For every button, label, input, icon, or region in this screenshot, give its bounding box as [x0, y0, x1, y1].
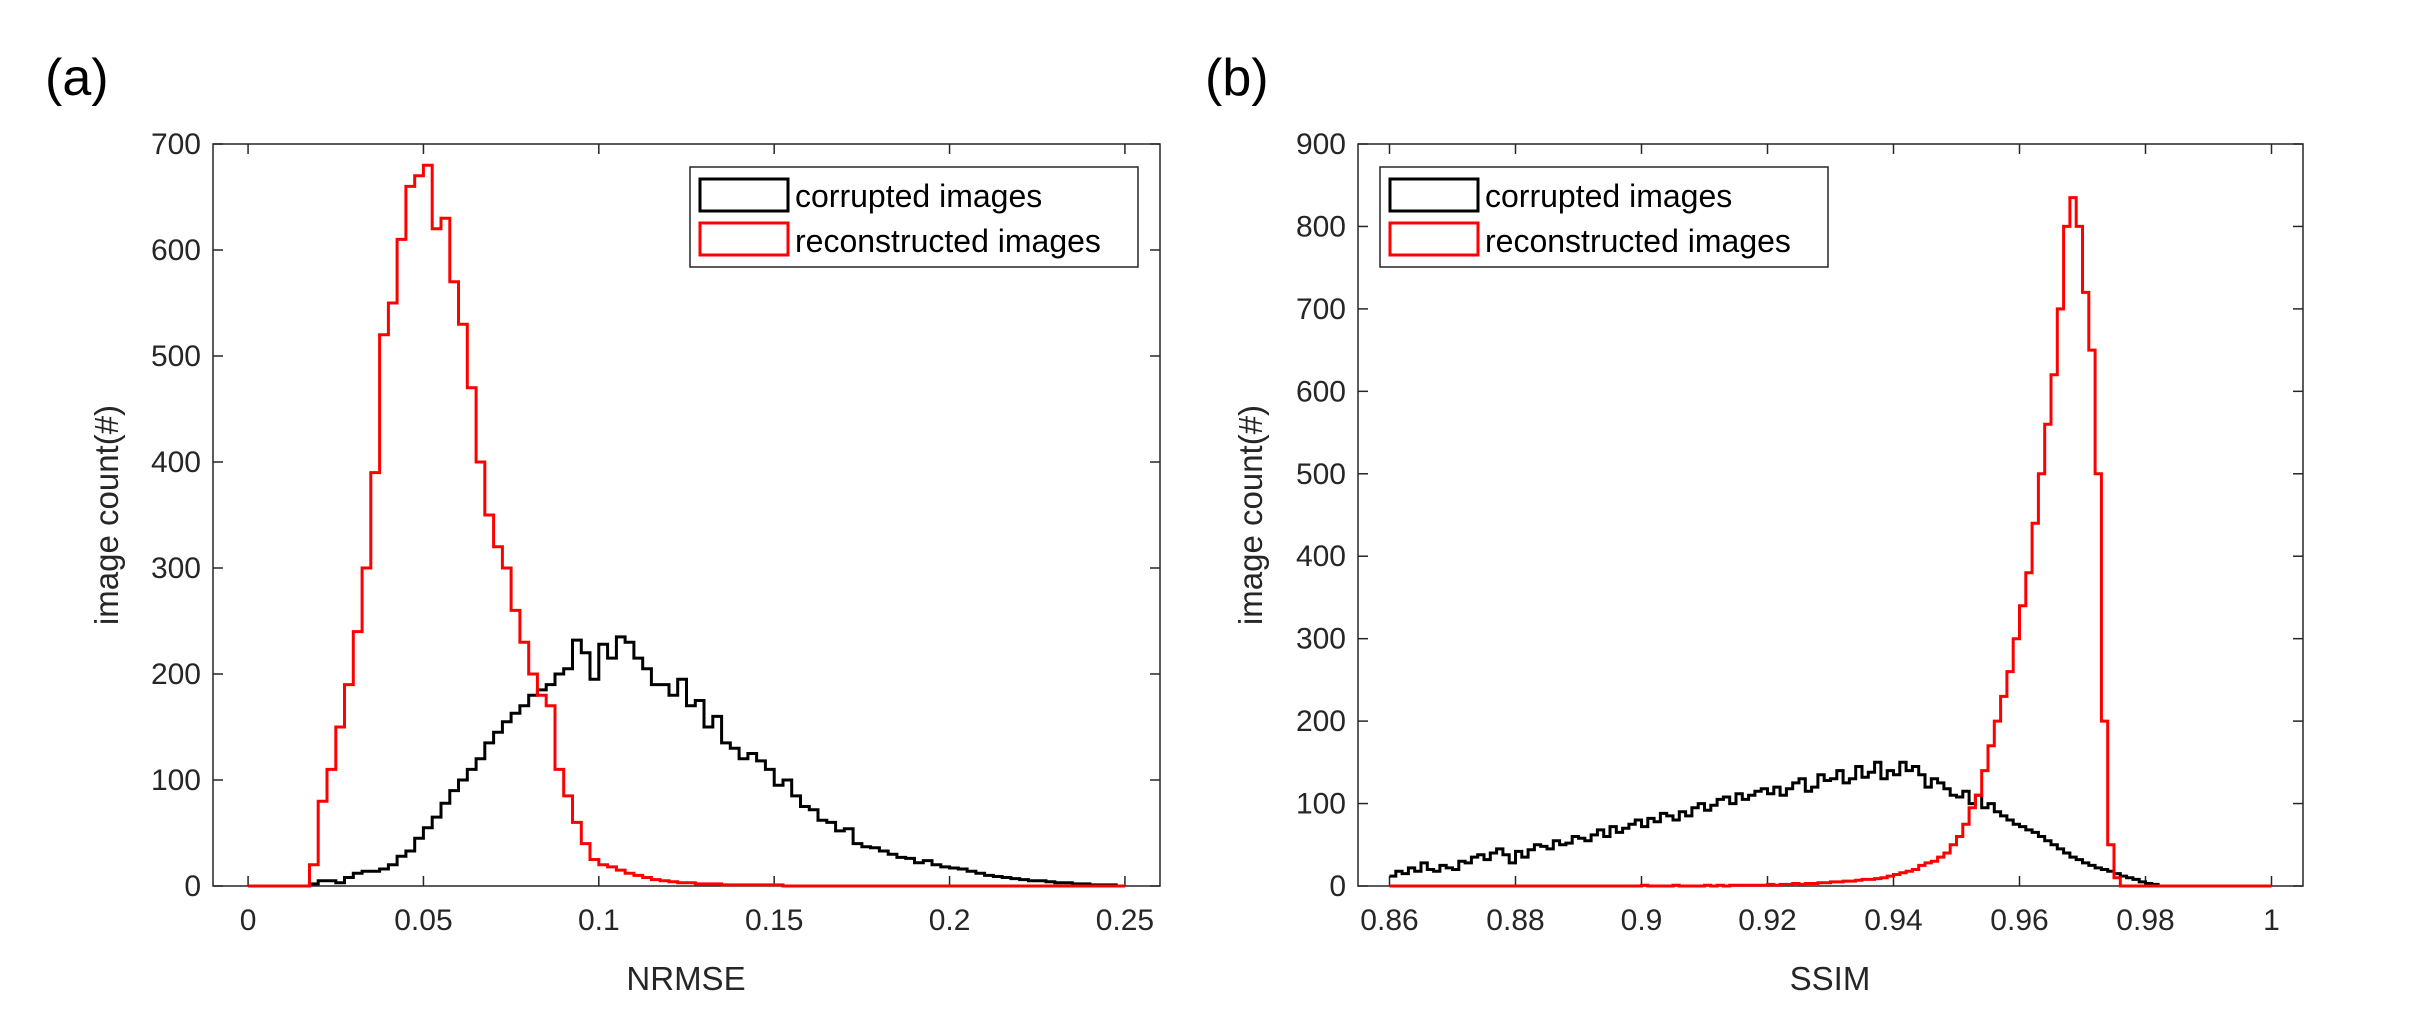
panel-a-y-tick-label-4: 400: [151, 446, 201, 479]
panel-a-x-tick-label-0: 0: [240, 904, 257, 937]
panel-b-legend-label-corrupted: corrupted images: [1485, 178, 1732, 214]
panel-a-legend-box: [689, 166, 1139, 268]
panel-b-y-tick-label-4: 400: [1296, 540, 1346, 573]
panel-b-y-axis-title: image count(#): [1232, 405, 1269, 625]
panel-a-y-tick-label-3: 300: [151, 552, 201, 585]
panel-a: (a) 0 0.05 0.1 0.15 0.2 0.25 0 100 200 300 400 500 6…: [45, 49, 1161, 997]
panel-a-label: (a): [45, 49, 109, 107]
panel-b-label: (b): [1205, 49, 1269, 107]
panel-b-y-tick-label-3: 300: [1296, 623, 1346, 656]
panel-a-x-tick-label-5: 0.25: [1096, 904, 1154, 937]
panel-a-x-axis-title: NRMSE: [626, 960, 745, 997]
panel-b-y-tick-label-7: 700: [1296, 293, 1346, 326]
panel-b-x-tick-label-7: 1: [2263, 904, 2280, 937]
panel-a-series-reconstructed: [248, 163, 1125, 888]
panel-a-y-axis-title: image count(#): [88, 405, 125, 625]
panel-b-series-corrupted: [1389, 760, 2272, 888]
panel-b-x-tick-label-4: 0.94: [1864, 904, 1922, 937]
panel-b-series-reconstructed: [1389, 196, 2272, 888]
panel-b-x-tick-label-5: 0.96: [1990, 904, 2048, 937]
panel-b-x-tick-label-0: 0.86: [1360, 904, 1418, 937]
panel-b-y-tick-label-2: 200: [1296, 705, 1346, 738]
panel-a-legend-swatch-corrupted: [698, 177, 790, 213]
panel-b-y-tick-label-1: 100: [1296, 788, 1346, 821]
panel-a-y-tick-label-5: 500: [151, 340, 201, 373]
panel-a-series-corrupted: [248, 635, 1125, 888]
panel-b-y-tick-label-5: 500: [1296, 458, 1346, 491]
panel-a-x-tick-label-3: 0.15: [745, 904, 803, 937]
panel-b-legend-swatch-reconstructed: [1388, 221, 1480, 257]
panel-a-y-tick-label-1: 100: [151, 764, 201, 797]
panel-b-x-tick-label-3: 0.92: [1738, 904, 1796, 937]
panel-a-x-tick-label-2: 0.1: [578, 904, 620, 937]
panel-b-series: [1389, 196, 2272, 888]
panel-b-y-tick-label-9: 900: [1296, 128, 1346, 161]
panel-a-legend-label-reconstructed: reconstructed images: [795, 223, 1101, 259]
panel-a-y-tick-label-2: 200: [151, 658, 201, 691]
panel-b-x-tick-label-2: 0.9: [1621, 904, 1663, 937]
panel-a-series: [248, 163, 1125, 888]
panel-a-y-tick-label-0: 0: [184, 870, 201, 903]
panel-b-y-tick-label-8: 800: [1296, 210, 1346, 243]
panel-b-legend-swatch-corrupted: [1388, 177, 1480, 213]
panel-a-y-tick-label-7: 700: [151, 128, 201, 161]
panel-a-y-tick-label-6: 600: [151, 234, 201, 267]
panel-b-x-tick-label-1: 0.88: [1486, 904, 1544, 937]
panel-b-ticks: 0.86 0.88 0.9 0.92 0.94 0.96 0.98 1 0 100 200 300 40…: [1296, 128, 2303, 937]
panel-a-ticks: 0 0.05 0.1 0.15 0.2 0.25 0 100 200 300 400 500 600 70…: [151, 128, 1160, 937]
panel-b-x-axis-title: SSIM: [1790, 960, 1871, 997]
panel-a-x-tick-label-1: 0.05: [394, 904, 452, 937]
panel-b-y-tick-label-0: 0: [1329, 870, 1346, 903]
panel-a-legend-label-corrupted: corrupted images: [795, 178, 1042, 214]
panel-b-x-tick-label-6: 0.98: [2116, 904, 2174, 937]
panel-a-legend-swatch-reconstructed: [698, 221, 790, 257]
panel-b-y-tick-label-6: 600: [1296, 375, 1346, 408]
panel-a-x-tick-label-4: 0.2: [929, 904, 971, 937]
panel-b-legend-box: [1379, 166, 1829, 268]
panel-b: (b) 0.86 0.88 0.9 0.92 0.94 0.96 0.98 1 0 100 200 3…: [1205, 49, 2304, 997]
panel-b-legend-label-reconstructed: reconstructed images: [1485, 223, 1791, 259]
panel-b-legend: corrupted images reconstructed images: [1379, 166, 1829, 268]
panel-a-legend: corrupted images reconstructed images: [689, 166, 1139, 268]
